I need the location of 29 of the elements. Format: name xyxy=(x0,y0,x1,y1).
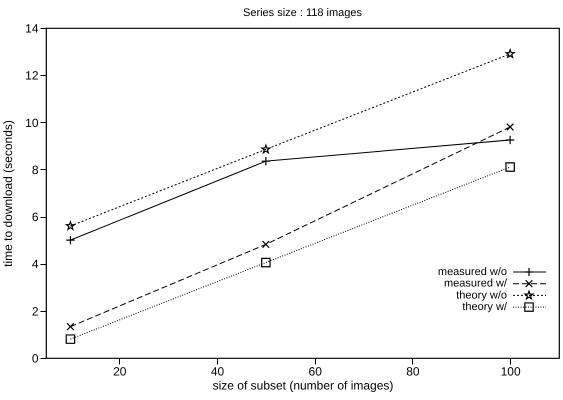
y-tick-label: 10 xyxy=(25,116,39,130)
legend-label: measured w/ xyxy=(444,278,508,290)
y-axis-title: time to download (seconds) xyxy=(1,120,16,267)
chart-title: Series size : 118 images xyxy=(242,7,362,19)
point xyxy=(261,258,271,268)
x-tick-label: 80 xyxy=(406,364,420,378)
point xyxy=(66,221,76,230)
y-tick-label: 14 xyxy=(25,22,39,36)
y-tick-label: 6 xyxy=(32,210,39,224)
point xyxy=(66,322,74,331)
legend-label: theory w/o xyxy=(456,289,507,302)
y-tick-label: 8 xyxy=(32,162,39,177)
x-axis-title: size of subset (number of images) xyxy=(212,378,394,392)
x-tick-label: 40 xyxy=(210,364,224,378)
point xyxy=(262,240,270,248)
point xyxy=(261,144,270,154)
y-tick-label: 2 xyxy=(32,304,39,318)
x-tick-label: 20 xyxy=(113,364,127,378)
y-tick-label: 0 xyxy=(32,352,39,366)
x-tick-label: 100 xyxy=(500,364,521,378)
point xyxy=(66,334,76,344)
x-tick-label: 60 xyxy=(308,364,322,378)
legend-label: theory w/ xyxy=(462,301,508,314)
y-tick-label: 4 xyxy=(32,257,39,272)
y-tick-label: 12 xyxy=(25,68,39,83)
point xyxy=(505,162,515,172)
point xyxy=(506,123,514,131)
point xyxy=(506,49,515,58)
legend-label: measured w/o xyxy=(438,266,507,278)
